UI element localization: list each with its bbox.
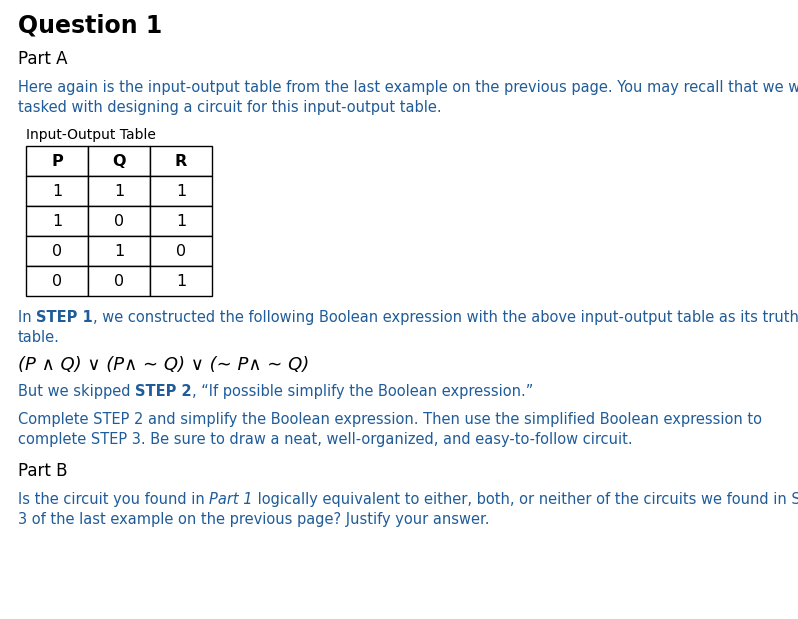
Text: Q: Q — [113, 154, 126, 168]
Text: tasked with designing a circuit for this input-output table.: tasked with designing a circuit for this… — [18, 100, 441, 115]
Text: 1: 1 — [114, 243, 124, 259]
Text: table.: table. — [18, 330, 60, 345]
Bar — [26, 206, 88, 236]
Text: 0: 0 — [52, 243, 62, 259]
Text: 0: 0 — [114, 274, 124, 288]
Text: 0: 0 — [52, 274, 62, 288]
Bar — [150, 236, 212, 266]
Bar — [150, 266, 212, 296]
Bar — [26, 176, 88, 206]
Text: Part 1: Part 1 — [209, 492, 253, 507]
Text: 1: 1 — [176, 274, 186, 288]
Text: 1: 1 — [52, 183, 62, 199]
Text: , we constructed the following Boolean expression with the above input-output ta: , we constructed the following Boolean e… — [93, 310, 798, 325]
Bar — [88, 176, 150, 206]
Bar — [26, 266, 88, 296]
Text: complete STEP 3. Be sure to draw a neat, well-organized, and easy-to-follow circ: complete STEP 3. Be sure to draw a neat,… — [18, 432, 633, 447]
Bar — [88, 146, 150, 176]
Bar — [88, 266, 150, 296]
Text: STEP 2: STEP 2 — [135, 384, 192, 399]
Text: Question 1: Question 1 — [18, 14, 162, 38]
Bar — [150, 176, 212, 206]
Text: Part A: Part A — [18, 50, 68, 68]
Text: R: R — [175, 154, 187, 168]
Text: Part B: Part B — [18, 462, 68, 480]
Text: 1: 1 — [176, 214, 186, 228]
Text: 1: 1 — [52, 214, 62, 228]
Text: , “If possible simplify the Boolean expression.”: , “If possible simplify the Boolean expr… — [192, 384, 533, 399]
Bar — [26, 236, 88, 266]
Text: In: In — [18, 310, 36, 325]
Text: Is the circuit you found in: Is the circuit you found in — [18, 492, 209, 507]
Bar — [150, 146, 212, 176]
Bar — [150, 206, 212, 236]
Bar — [26, 146, 88, 176]
Text: 1: 1 — [176, 183, 186, 199]
Text: 3 of the last example on the previous page? Justify your answer.: 3 of the last example on the previous pa… — [18, 512, 489, 527]
Text: P: P — [51, 154, 63, 168]
Text: (P ∧ Q) ∨ (P∧ ∼ Q) ∨ (∼ P∧ ∼ Q): (P ∧ Q) ∨ (P∧ ∼ Q) ∨ (∼ P∧ ∼ Q) — [18, 356, 310, 374]
Bar — [88, 236, 150, 266]
Text: logically equivalent to either, both, or neither of the circuits we found in STE: logically equivalent to either, both, or… — [253, 492, 798, 507]
Text: 1: 1 — [114, 183, 124, 199]
Text: STEP 1: STEP 1 — [36, 310, 93, 325]
Text: Here again is the input-output table from the last example on the previous page.: Here again is the input-output table fro… — [18, 80, 798, 95]
Text: But we skipped: But we skipped — [18, 384, 135, 399]
Text: Input-Output Table: Input-Output Table — [26, 128, 156, 142]
Text: Complete STEP 2 and simplify the Boolean expression. Then use the simplified Boo: Complete STEP 2 and simplify the Boolean… — [18, 412, 762, 427]
Text: 0: 0 — [176, 243, 186, 259]
Text: 0: 0 — [114, 214, 124, 228]
Bar — [88, 206, 150, 236]
